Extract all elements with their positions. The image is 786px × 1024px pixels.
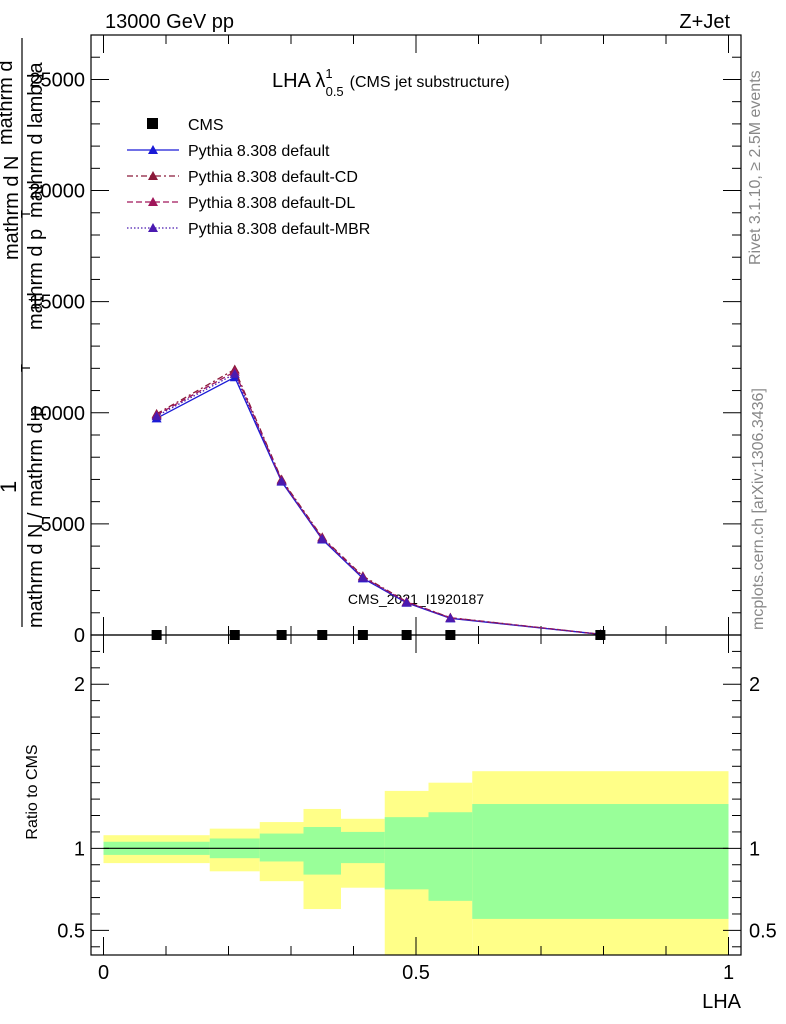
title-sup: 1 [325, 66, 332, 81]
x-axis-label: LHA [702, 991, 742, 1013]
y-axis-label-part: mathrm d N / mathrm d p [25, 406, 47, 628]
series-point [229, 368, 240, 378]
legend-label: Pythia 8.308 default-MBR [188, 221, 370, 238]
y-tick-label: 25000 [29, 69, 85, 91]
plot-title: LHA λ1 0.5 (CMS jet substructure) [272, 66, 510, 99]
legend-label: Pythia 8.308 default-DL [188, 195, 355, 212]
y-tick-label: 20000 [29, 181, 85, 203]
ratio-y-tick-label-right: 2 [749, 674, 760, 696]
legend-marker [148, 197, 158, 206]
title-tail: (CMS jet substructure) [350, 74, 510, 91]
x-tick-label: 0 [98, 962, 109, 984]
series-point [357, 572, 368, 582]
uncertainty-band-inner [259, 833, 304, 862]
y-axis-label-part: T [18, 210, 33, 218]
y-tick-label: 5000 [41, 514, 86, 536]
uncertainty-band-inner [341, 831, 385, 864]
ratio-y-tick-label-right: 1 [749, 838, 760, 860]
uncertainty-band-inner [472, 804, 729, 919]
y-axis-label-part: mathrm d p [25, 229, 47, 330]
rivet-label: Rivet 3.1.10, ≥ 2.5M events [747, 70, 764, 265]
legend-marker [148, 145, 158, 154]
legend-label: Pythia 8.308 default [188, 143, 330, 160]
ratio-y-tick-label-right: 0.5 [749, 920, 777, 942]
analysis-watermark: CMS_2021_I1920187 [348, 591, 484, 607]
y-axis-label-part: 1 [0, 481, 21, 493]
series-point [276, 476, 287, 486]
series-point [401, 597, 412, 607]
ratio-panel: 0.5 0.5 1 1 2 2 0 0.5 1 Ratio to CMS LHA [24, 634, 777, 1013]
header-left: 13000 GeV pp [105, 11, 234, 33]
uncertainty-band-inner [428, 812, 473, 901]
series-point [445, 613, 456, 623]
main-panel: LHA λ10.5(CMS jet substructure)1mathrm d… [0, 34, 742, 647]
legend-marker [148, 171, 158, 180]
series-point [317, 534, 328, 543]
ratio-frame [90, 634, 742, 956]
series-line [156, 372, 601, 635]
x-tick-label: 0.5 [402, 962, 430, 984]
legend-label: CMS [188, 117, 224, 134]
ratio-y-tick-label: 1 [74, 838, 85, 860]
legend-marker [148, 223, 158, 232]
legend-label: Pythia 8.308 default-CD [188, 169, 358, 186]
ratio-y-axis-label: Ratio to CMS [24, 744, 41, 839]
mcplots-label: mcplots.cern.ch [arXiv:1306.3436] [750, 388, 767, 630]
y-axis-label-part: mathrm d N [1, 156, 23, 260]
series-line [156, 370, 601, 635]
title-sub: 0.5 [326, 84, 344, 99]
uncertainty-band-inner [384, 817, 429, 890]
ratio-y-tick-label: 2 [74, 674, 85, 696]
x-tick-label: 1 [723, 962, 734, 984]
y-axis-label-part: mathrm d lambda [25, 62, 47, 218]
series-point [151, 411, 162, 421]
y-tick-label: 15000 [29, 292, 85, 314]
title-main: LHA λ [272, 70, 325, 92]
y-tick-label: 0 [74, 625, 85, 647]
ratio-y-tick-label: 0.5 [57, 920, 85, 942]
y-tick-label: 10000 [29, 403, 85, 425]
y-axis-label-part: T [18, 364, 33, 372]
y-axis-label-part: mathrm d [0, 61, 17, 145]
header-right: Z+Jet [679, 11, 730, 33]
legend-marker [147, 118, 158, 129]
uncertainty-band-inner [303, 827, 341, 875]
